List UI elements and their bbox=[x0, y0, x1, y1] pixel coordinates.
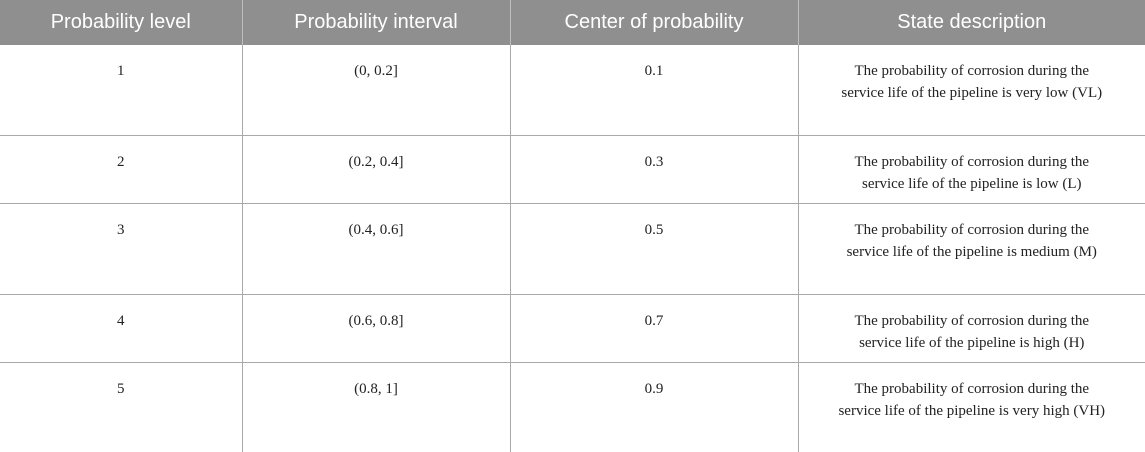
table-row: 1 (0, 0.2] 0.1 The probability of corros… bbox=[0, 45, 1145, 136]
cell-probability-level: 3 bbox=[0, 204, 242, 295]
table-header: Probability level Probability interval C… bbox=[0, 0, 1145, 45]
cell-probability-interval: (0.8, 1] bbox=[242, 363, 510, 452]
cell-state-description: The probability of corrosion during the … bbox=[798, 136, 1145, 204]
cell-probability-interval: (0.6, 0.8] bbox=[242, 295, 510, 363]
table-row: 2 (0.2, 0.4] 0.3 The probability of corr… bbox=[0, 136, 1145, 204]
header-center-of-probability: Center of probability bbox=[510, 0, 798, 45]
cell-center-of-probability: 0.9 bbox=[510, 363, 798, 452]
cell-center-of-probability: 0.1 bbox=[510, 45, 798, 136]
header-state-description: State description bbox=[798, 0, 1145, 45]
cell-probability-interval: (0.2, 0.4] bbox=[242, 136, 510, 204]
cell-probability-level: 5 bbox=[0, 363, 242, 452]
cell-state-description: The probability of corrosion during the … bbox=[798, 363, 1145, 452]
table-row: 3 (0.4, 0.6] 0.5 The probability of corr… bbox=[0, 204, 1145, 295]
cell-probability-interval: (0.4, 0.6] bbox=[242, 204, 510, 295]
cell-center-of-probability: 0.7 bbox=[510, 295, 798, 363]
cell-center-of-probability: 0.3 bbox=[510, 136, 798, 204]
cell-probability-level: 2 bbox=[0, 136, 242, 204]
cell-state-description: The probability of corrosion during the … bbox=[798, 295, 1145, 363]
cell-state-description: The probability of corrosion during the … bbox=[798, 45, 1145, 136]
cell-probability-interval: (0, 0.2] bbox=[242, 45, 510, 136]
header-probability-interval: Probability interval bbox=[242, 0, 510, 45]
header-probability-level: Probability level bbox=[0, 0, 242, 45]
header-row: Probability level Probability interval C… bbox=[0, 0, 1145, 45]
cell-center-of-probability: 0.5 bbox=[510, 204, 798, 295]
table-row: 4 (0.6, 0.8] 0.7 The probability of corr… bbox=[0, 295, 1145, 363]
cell-state-description: The probability of corrosion during the … bbox=[798, 204, 1145, 295]
cell-probability-level: 4 bbox=[0, 295, 242, 363]
table-row: 5 (0.8, 1] 0.9 The probability of corros… bbox=[0, 363, 1145, 452]
table-body: 1 (0, 0.2] 0.1 The probability of corros… bbox=[0, 45, 1145, 452]
cell-probability-level: 1 bbox=[0, 45, 242, 136]
